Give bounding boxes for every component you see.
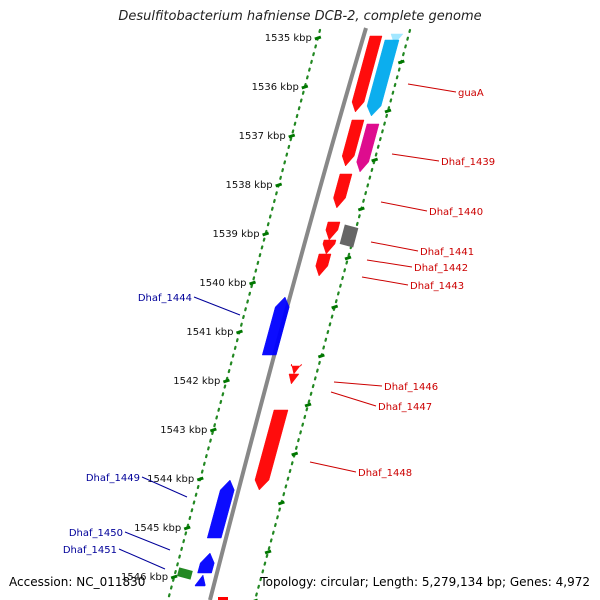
- right-rail-tick-1544: [277, 500, 285, 506]
- left-dotted-rail: [166, 28, 322, 600]
- gene-arrow-dhaf-1451: [194, 574, 206, 587]
- gene-label-dhaf-1439: Dhaf_1439: [441, 157, 495, 168]
- gene-leader-dhaf-1446: [333, 381, 383, 387]
- scale-tick-1544: [196, 476, 204, 482]
- gene-arrow-dhaf-1447: [288, 373, 300, 385]
- gene-box-trna: [176, 567, 193, 580]
- scale-tick-label-1538: 1538 kbp: [226, 180, 273, 191]
- gene-arrow-rrna: [366, 39, 400, 117]
- right-rail-tick-1541: [317, 353, 325, 359]
- gene-leader-guaa: [407, 83, 457, 93]
- gene-arrow-dhaf-1450: [197, 552, 215, 574]
- gene-label-dhaf-1443: Dhaf_1443: [410, 281, 464, 292]
- scale-tick-1543: [209, 427, 217, 433]
- gene-arrow-dhaf-1439: [341, 119, 365, 167]
- right-rail-tick-1535: [397, 59, 405, 65]
- gene-arrow-dhaf-1448: [254, 409, 289, 491]
- gene-arrow-guaA: [351, 35, 383, 113]
- scale-tick-1545: [183, 525, 191, 531]
- gene-arrow-dhaf-1444: [261, 296, 290, 356]
- topology-label: Topology: circular; Length: 5,279,134 bp…: [260, 575, 590, 589]
- scale-tick-1537: [288, 133, 296, 139]
- gene-label-dhaf-1444: Dhaf_1444: [138, 293, 192, 304]
- gene-label-dhaf-1446: Dhaf_1446: [384, 382, 438, 393]
- gene-arrow-misc: [356, 123, 380, 173]
- scale-tick-1538: [275, 182, 283, 188]
- gene-label-dhaf-1440: Dhaf_1440: [429, 207, 483, 218]
- accession-label: Accession: NC_011830: [9, 575, 146, 589]
- gene-arrow-dhaf-1442: [322, 239, 337, 255]
- scale-tick-1546: [170, 574, 178, 580]
- scale-tick-label-1542: 1542 kbp: [173, 376, 220, 387]
- gene-label-dhaf-1441: Dhaf_1441: [420, 247, 474, 258]
- right-rail-tick-1536: [384, 108, 392, 114]
- scale-tick-1540: [249, 280, 257, 286]
- gene-arrow-dhaf-1449: [206, 479, 235, 539]
- scale-tick-label-1540: 1540 kbp: [199, 278, 246, 289]
- gene-leader-dhaf-1440: [380, 201, 428, 212]
- gene-label-dhaf-1451: Dhaf_1451: [63, 545, 117, 556]
- scale-tick-1539: [262, 231, 270, 237]
- gene-leader-dhaf-1450: [124, 531, 171, 551]
- gene-leader-dhaf-1442: [366, 259, 413, 268]
- scale-tick-label-1536: 1536 kbp: [252, 82, 299, 93]
- scale-tick-label-1539: 1539 kbp: [212, 229, 259, 240]
- scale-tick-1541: [235, 329, 243, 335]
- right-rail-tick-1537: [371, 157, 379, 163]
- right-rail-tick-1540: [331, 304, 339, 310]
- gene-arrow-dhaf-1441: [325, 221, 341, 241]
- map-title: Desulfitobacterium hafniense DCB-2, comp…: [118, 9, 482, 24]
- right-rail-tick-1542: [304, 402, 312, 408]
- gene-label-guaa: guaA: [458, 88, 484, 99]
- gene-box-pseudo: [339, 224, 359, 248]
- gene-leader-dhaf-1444: [193, 296, 241, 316]
- right-rail-tick-1543: [291, 451, 299, 457]
- scale-tick-label-1545: 1545 kbp: [134, 523, 181, 534]
- gene-label-dhaf-1450: Dhaf_1450: [69, 528, 123, 539]
- scale-tick-label-1537: 1537 kbp: [239, 131, 286, 142]
- scale-tick-1542: [222, 378, 230, 384]
- right-rail-tick-1545: [264, 549, 272, 555]
- scale-tick-1536: [301, 84, 309, 90]
- gene-label-dhaf-1447: Dhaf_1447: [378, 402, 432, 413]
- right-rail-tick-1539: [344, 255, 352, 261]
- gene-leader-dhaf-1441: [370, 241, 419, 252]
- gene-label-dhaf-1449: Dhaf_1449: [86, 473, 140, 484]
- scale-tick-label-1535: 1535 kbp: [265, 33, 312, 44]
- gene-leader-dhaf-1439: [391, 153, 440, 162]
- gene-leader-dhaf-1443: [361, 276, 409, 286]
- scale-tick-label-1541: 1541 kbp: [186, 327, 233, 338]
- scale-tick-label-1544: 1544 kbp: [147, 474, 194, 485]
- gene-label-dhaf-1442: Dhaf_1442: [414, 263, 468, 274]
- gene-arrow-dhaf-1446: [290, 363, 302, 375]
- gene-leader-dhaf-1449: [141, 476, 188, 498]
- scale-tick-1535: [314, 35, 322, 41]
- gene-arrow-partial: [218, 597, 228, 600]
- scale-tick-label-1543: 1543 kbp: [160, 425, 207, 436]
- gene-arrow-dhaf-1440: [333, 173, 353, 209]
- gene-label-dhaf-1448: Dhaf_1448: [358, 468, 412, 479]
- genome-backbone: [208, 27, 368, 600]
- gene-leader-dhaf-1447: [330, 391, 377, 407]
- gene-arrow-dhaf-1443: [315, 253, 332, 277]
- gene-leader-dhaf-1451: [118, 548, 166, 570]
- right-rail-tick-1538: [357, 206, 365, 212]
- right-dotted-rail: [253, 28, 412, 600]
- scale-tick-label-1546: 1546 kbp: [121, 572, 168, 583]
- gene-leader-dhaf-1448: [309, 461, 357, 473]
